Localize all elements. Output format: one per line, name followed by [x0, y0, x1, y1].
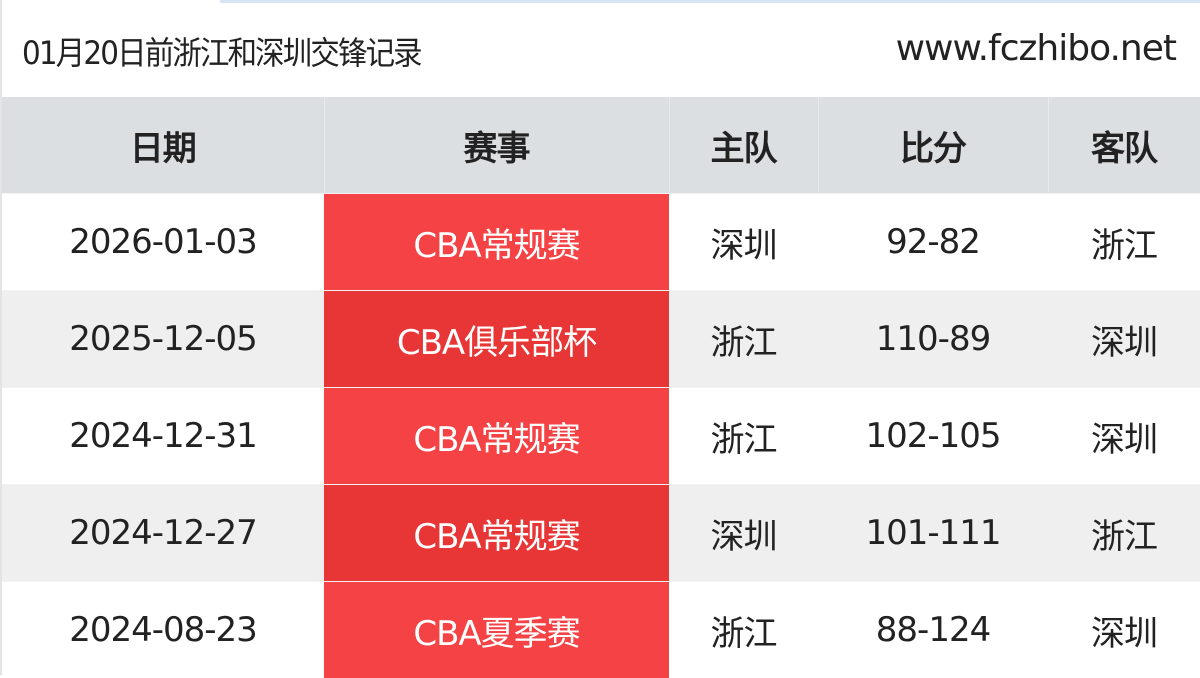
home-team-cell: 浙江: [669, 582, 818, 678]
date-cell: 2024-08-23: [2, 582, 324, 678]
title-bar: 01月20日前浙江和深圳交锋记录 www.fczhibo.net: [0, 0, 1200, 97]
column-header-score: 比分: [818, 97, 1048, 194]
score-cell: 101-111: [818, 485, 1048, 582]
away-team-cell: 浙江: [1048, 194, 1200, 291]
column-header-date: 日期: [2, 97, 324, 194]
home-team-cell: 浙江: [669, 291, 818, 388]
date-cell: 2024-12-31: [2, 388, 324, 485]
competition-cell: CBA常规赛: [324, 388, 669, 485]
away-team-cell: 深圳: [1048, 388, 1200, 485]
page-title: 01月20日前浙江和深圳交锋记录: [22, 28, 421, 74]
date-cell: 2024-12-27: [2, 485, 324, 582]
score-cell: 102-105: [818, 388, 1048, 485]
home-team-cell: 深圳: [669, 194, 818, 291]
away-team-cell: 浙江: [1048, 485, 1200, 582]
column-header-away: 客队: [1048, 97, 1200, 194]
home-team-cell: 深圳: [669, 485, 818, 582]
score-cell: 92-82: [818, 194, 1048, 291]
column-header-home: 主队: [669, 97, 818, 194]
column-header-competition: 赛事: [324, 97, 669, 194]
site-url: www.fczhibo.net: [896, 28, 1176, 69]
away-team-cell: 深圳: [1048, 291, 1200, 388]
table-header-row: 日期 赛事 主队 比分 客队: [2, 97, 1200, 194]
competition-cell: CBA常规赛: [324, 194, 669, 291]
competition-cell: CBA常规赛: [324, 485, 669, 582]
date-cell: 2025-12-05: [2, 291, 324, 388]
date-cell: 2026-01-03: [2, 194, 324, 291]
competition-cell: CBA夏季赛: [324, 582, 669, 678]
home-team-cell: 浙江: [669, 388, 818, 485]
competition-cell: CBA俱乐部杯: [324, 291, 669, 388]
away-team-cell: 深圳: [1048, 582, 1200, 678]
score-cell: 110-89: [818, 291, 1048, 388]
score-cell: 88-124: [818, 582, 1048, 678]
